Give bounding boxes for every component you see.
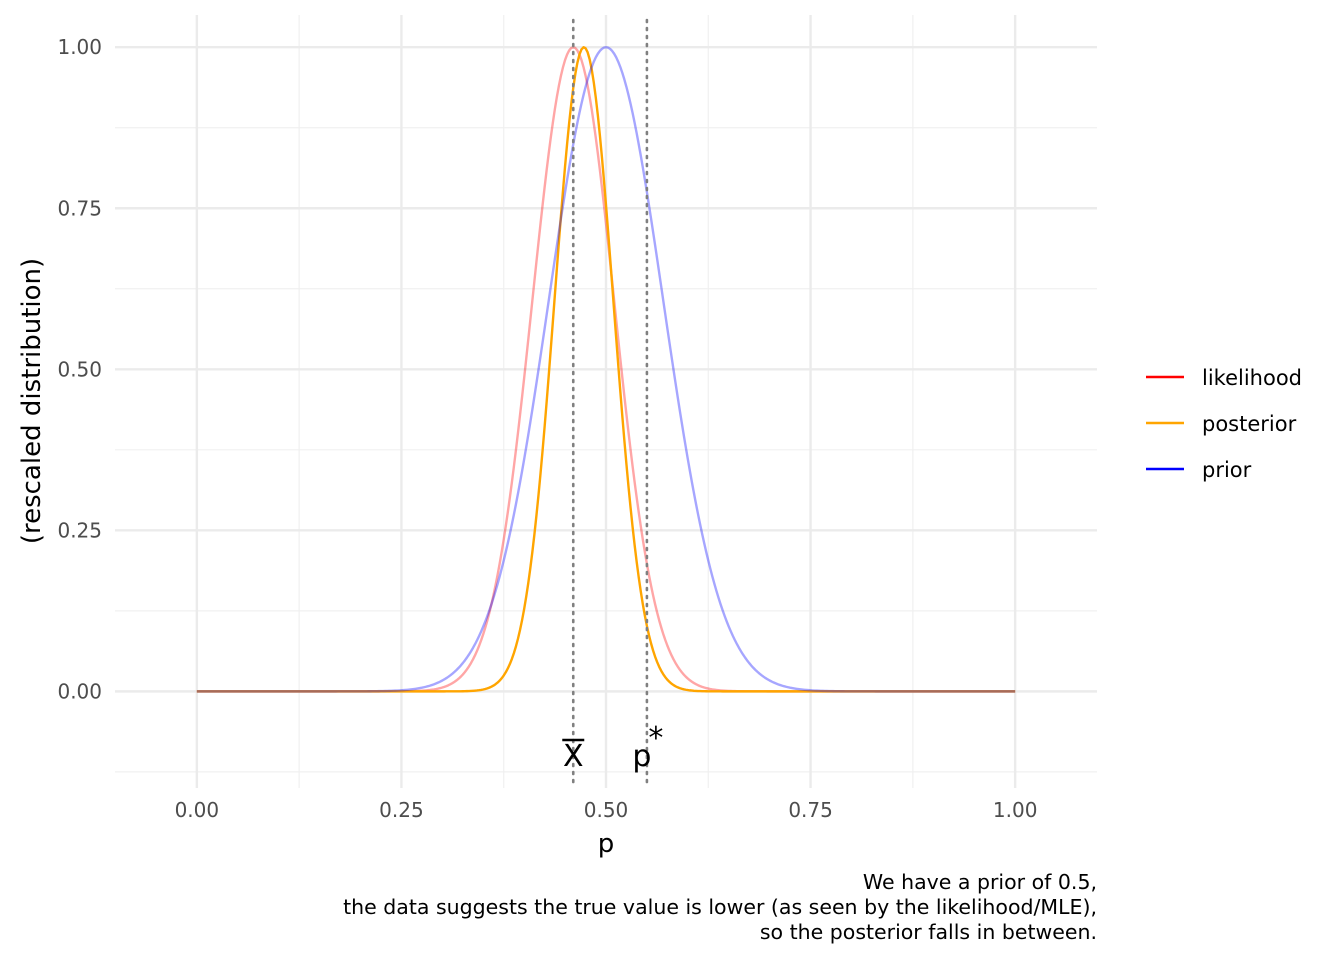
y-tick-label: 0.50 bbox=[57, 357, 102, 381]
legend-label-prior: prior bbox=[1202, 458, 1252, 482]
vline-label: X bbox=[563, 739, 584, 774]
x-tick-label: 0.25 bbox=[379, 798, 424, 822]
caption-line: We have a prior of 0.5, bbox=[862, 870, 1097, 894]
caption: We have a prior of 0.5, the data suggest… bbox=[97, 870, 1097, 945]
y-tick-label: 1.00 bbox=[57, 35, 102, 59]
x-tick-label: 0.50 bbox=[584, 798, 629, 822]
major-grid bbox=[115, 15, 1097, 788]
x-tick-label: 1.00 bbox=[993, 798, 1038, 822]
vline-label: p bbox=[632, 739, 651, 774]
series-line-posterior bbox=[196, 46, 1016, 693]
vline-label-superscript: * bbox=[648, 721, 663, 756]
x-tick-label: 0.00 bbox=[175, 798, 220, 822]
legend-label-posterior: posterior bbox=[1202, 412, 1297, 436]
y-axis-title: (rescaled distribution) bbox=[17, 258, 47, 544]
y-tick-label: 0.00 bbox=[57, 679, 102, 703]
series-lines bbox=[196, 46, 1016, 693]
y-tick-label: 0.25 bbox=[57, 518, 102, 542]
series-line-prior bbox=[196, 46, 1016, 693]
caption-line: the data suggests the true value is lowe… bbox=[343, 895, 1097, 919]
y-axis-ticks: 0.00 0.25 0.50 0.75 1.00 bbox=[57, 35, 102, 703]
legend: likelihood posterior prior bbox=[1146, 366, 1302, 482]
x-tick-label: 0.75 bbox=[788, 798, 833, 822]
x-axis-ticks: 0.00 0.25 0.50 0.75 1.00 bbox=[175, 798, 1038, 822]
caption-line: so the posterior falls in between. bbox=[759, 920, 1097, 944]
y-tick-label: 0.75 bbox=[57, 196, 102, 220]
x-axis-title: p bbox=[598, 829, 615, 859]
legend-label-likelihood: likelihood bbox=[1202, 366, 1302, 390]
